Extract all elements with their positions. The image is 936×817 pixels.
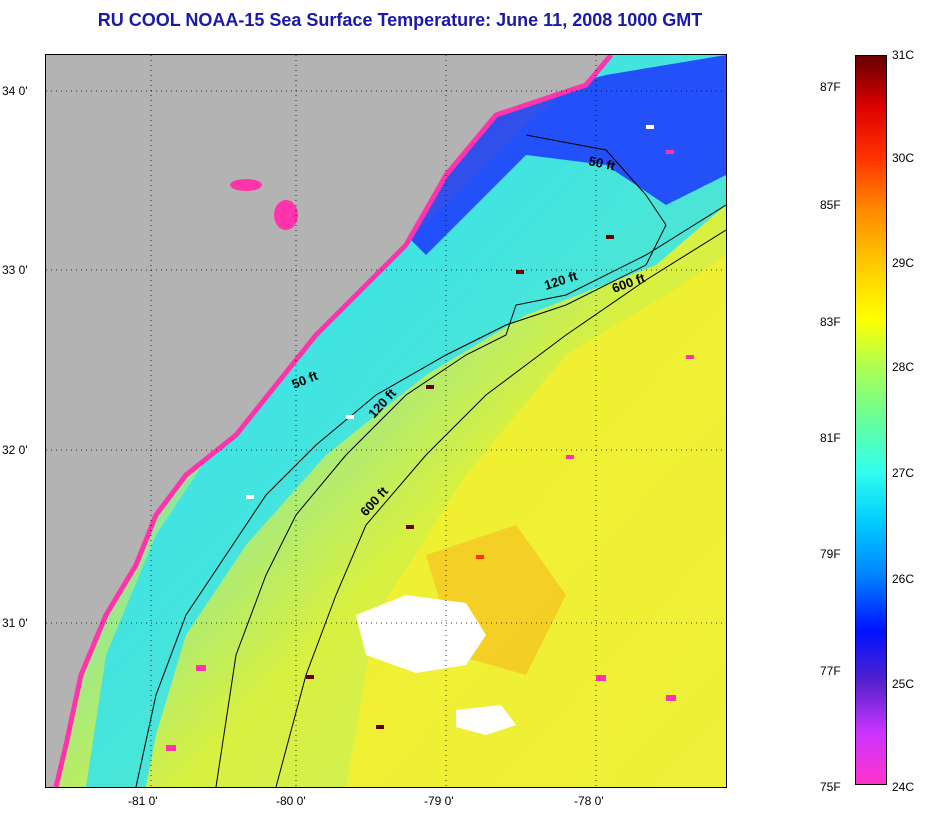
sst-noise-pixels (166, 125, 694, 751)
longitude-label: -78 0' (574, 794, 604, 808)
longitude-label: -80 0' (276, 794, 306, 808)
colorbar-celsius-label: 24C (892, 780, 915, 794)
contour-600ft (275, 229, 726, 787)
sst-map[interactable]: 50 ft 120 ft 600 ft 50 ft 120 ft 600 ft (45, 54, 727, 788)
colorbar-celsius-label: 30C (892, 151, 915, 165)
colorbar-fahrenheit-label: 79F (820, 547, 841, 561)
temperature-colorbar (855, 55, 887, 785)
colorbar-celsius-label: 26C (892, 572, 915, 586)
coastline (53, 55, 613, 787)
sst-map-canvas: 50 ft 120 ft 600 ft 50 ft 120 ft 600 ft (46, 55, 726, 787)
contour-120ft (215, 204, 726, 787)
latitude-label: 31 0' (2, 616, 28, 630)
latitude-label: 34 0' (2, 84, 28, 98)
coastal-cyan-water (86, 55, 726, 787)
colorbar-celsius-label: 27C (892, 466, 915, 480)
inland-lake (274, 200, 298, 230)
colorbar-celsius-label: 31C (892, 48, 915, 62)
colorbar-celsius-label: 29C (892, 256, 915, 270)
map-title: RU COOL NOAA-15 Sea Surface Temperature:… (97, 10, 703, 30)
contour-label: 50 ft (587, 153, 617, 173)
colorbar-fahrenheit-label: 81F (820, 431, 841, 445)
colorbar-fahrenheit-label: 77F (820, 664, 841, 678)
latitude-label: 33 0' (2, 263, 28, 277)
cloud-patch (456, 705, 516, 735)
colorbar-celsius-label: 28C (892, 360, 915, 374)
inland-lake (230, 179, 262, 191)
colorbar-fahrenheit-label: 87F (820, 80, 841, 94)
longitude-label: -79 0' (424, 794, 454, 808)
latitude-label: 32 0' (2, 443, 28, 457)
cloud-patch (356, 595, 486, 673)
colorbar-fahrenheit-label: 75F (820, 780, 841, 794)
contour-50ft (135, 134, 667, 787)
graticule (46, 55, 726, 787)
colorbar-celsius-label: 25C (892, 677, 915, 691)
land-mass (46, 55, 611, 787)
colorbar-fahrenheit-label: 85F (820, 198, 841, 212)
longitude-label: -81 0' (128, 794, 158, 808)
colorbar-fahrenheit-label: 83F (820, 315, 841, 329)
